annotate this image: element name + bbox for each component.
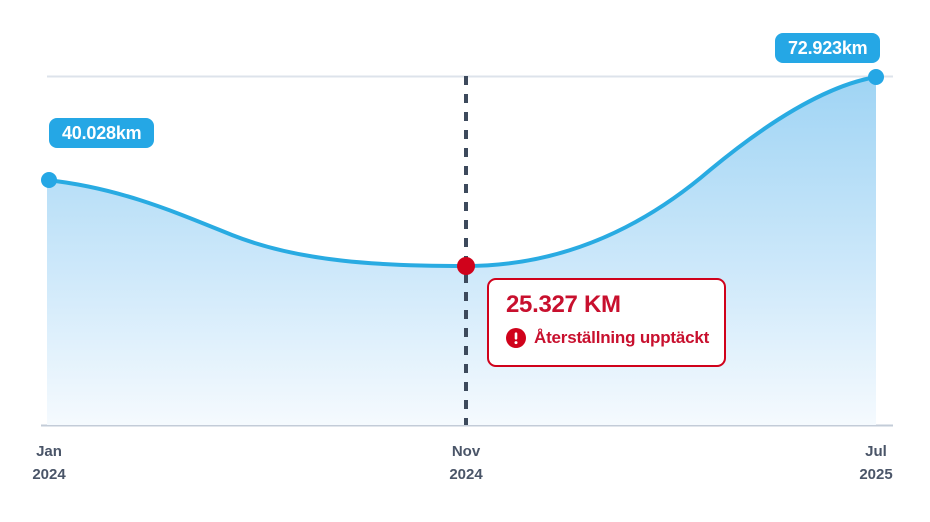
x-axis-tick-jul-2025: Jul 2025 xyxy=(841,440,911,486)
tick-month: Jan xyxy=(36,443,62,460)
anomaly-value-text: 25.327 KM xyxy=(506,291,621,318)
warning-exclamation-icon xyxy=(506,328,526,348)
tick-year: 2024 xyxy=(449,466,483,483)
x-axis-tick-jan-2024: Jan 2024 xyxy=(14,440,84,486)
start-value-badge: 40.028km xyxy=(49,118,155,148)
x-axis-tick-nov-2024: Nov 2024 xyxy=(431,440,501,486)
tick-month: Nov xyxy=(451,443,481,460)
start-point-marker xyxy=(41,172,57,188)
anomaly-message-row: Återställning upptäckt xyxy=(506,328,724,348)
area-fill xyxy=(47,77,876,425)
tick-year: 2024 xyxy=(32,466,66,483)
end-point-marker xyxy=(868,69,884,85)
tick-month: Jul xyxy=(865,443,887,460)
anomaly-point-marker xyxy=(457,257,475,275)
tick-year: 2025 xyxy=(859,466,893,483)
anomaly-tooltip: 25.327 KM Återställning upptäckt xyxy=(487,278,726,367)
anomaly-message-text: Återställning upptäckt xyxy=(534,328,710,347)
end-value-badge: 72.923km xyxy=(775,33,881,63)
